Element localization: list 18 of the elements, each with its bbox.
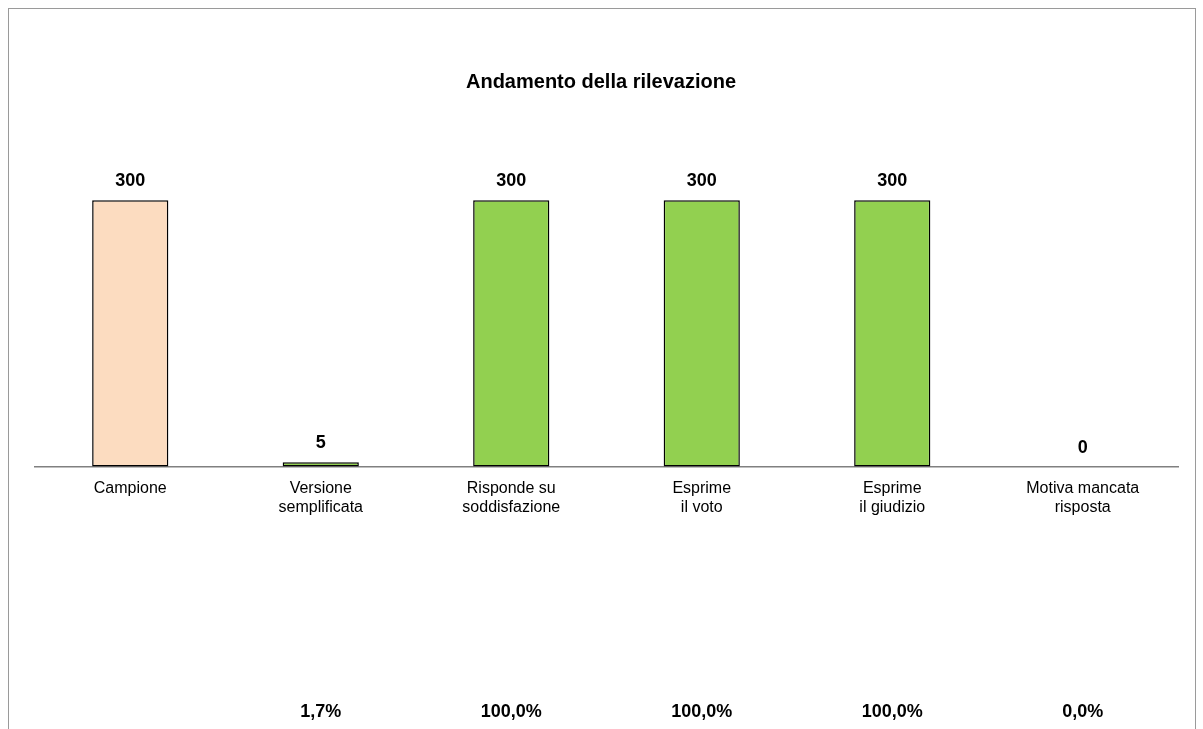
data-label: 300 (115, 170, 146, 191)
text: 0,0% (1062, 700, 1104, 721)
x-tick-label: Campione (93, 478, 167, 496)
text: 100,0% (861, 700, 923, 721)
data-label: 300 (877, 170, 908, 191)
data-label: 0 (1077, 436, 1088, 457)
text: 100,0% (671, 700, 733, 721)
text: 1,7% (300, 700, 342, 721)
x-tick-label: Risponde su soddisfazione (462, 478, 561, 515)
x-tick-label: Esprime il giudizio (859, 478, 926, 515)
text: 100,0% (480, 700, 542, 721)
x-tick-label: Motiva mancata risposta (1026, 478, 1140, 515)
chart-title: Andamento della rilevazione (465, 69, 737, 92)
data-label: 5 (315, 432, 326, 453)
data-label: 300 (496, 170, 527, 191)
x-tick-label: Versione semplificata (278, 478, 364, 515)
x-tick-label: Esprime il voto (672, 478, 732, 515)
data-label: 300 (686, 170, 717, 191)
